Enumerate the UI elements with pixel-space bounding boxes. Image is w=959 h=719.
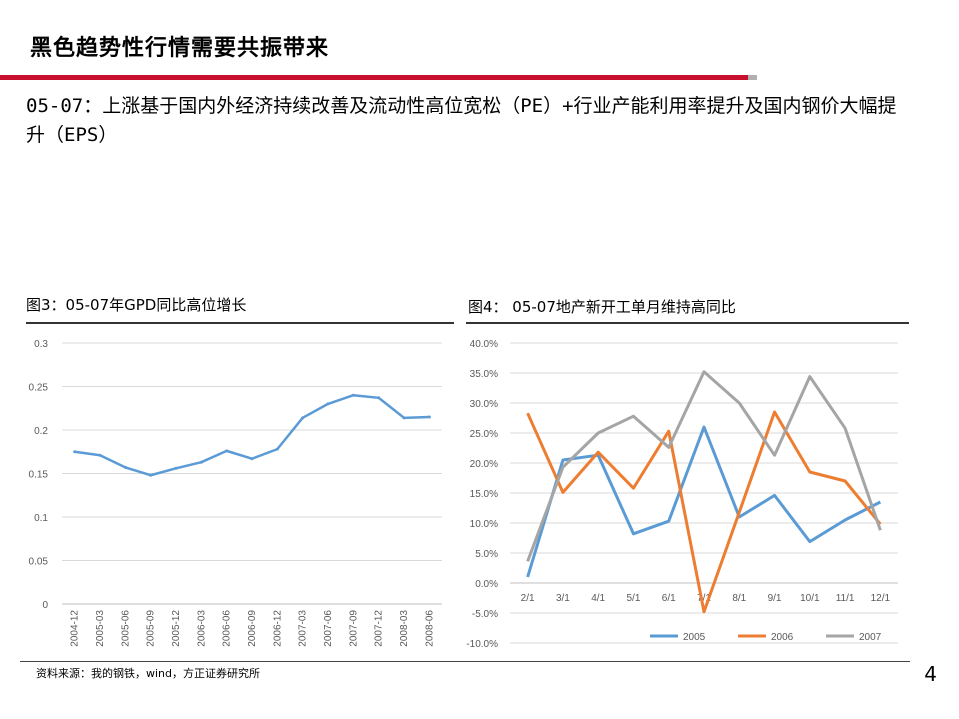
x-tick-label: 2007-06 bbox=[323, 610, 334, 647]
data-point bbox=[301, 416, 305, 420]
data-point bbox=[275, 447, 279, 451]
y-tick-label: -5.0% bbox=[472, 609, 498, 620]
x-tick-label: 6/1 bbox=[662, 593, 676, 604]
x-tick-label: 2007-09 bbox=[348, 610, 359, 647]
y-tick-label: 0.0% bbox=[475, 579, 498, 590]
legend-label-2006: 2006 bbox=[771, 632, 794, 643]
x-tick-label: 2005-03 bbox=[95, 610, 106, 647]
gdp-line-chart: 0 0.05 0.1 0.15 0.2 0.25 0.3 2004-12 2005-03 2005… bbox=[29, 339, 442, 647]
x-tick-label: 12/1 bbox=[871, 593, 891, 604]
slide-title: 黑色趋势性行情需要共振带来 bbox=[30, 36, 330, 61]
series-line-2006 bbox=[526, 410, 882, 614]
data-point bbox=[199, 460, 203, 464]
y-tick-label: -10.0% bbox=[466, 639, 498, 650]
x-tick-label: 10/1 bbox=[800, 593, 820, 604]
x-tick-label: 2006-09 bbox=[247, 610, 258, 647]
y-tick-label: 0.2 bbox=[34, 426, 48, 437]
data-point bbox=[149, 473, 153, 477]
source-rule bbox=[20, 661, 910, 662]
x-tick-label: 2008-03 bbox=[399, 610, 410, 647]
data-point bbox=[98, 453, 102, 457]
y-tick-label: 10.0% bbox=[470, 519, 498, 530]
data-point bbox=[351, 393, 355, 397]
slide-subtitle: 05-07：上涨基于国内外经济持续改善及流动性高位宽松（PE）+行业产能利用率提… bbox=[26, 95, 897, 146]
title-rule-red bbox=[0, 75, 748, 80]
data-point bbox=[326, 402, 330, 406]
y-tick-label: 0.15 bbox=[29, 470, 49, 481]
x-tick-label: 2004-12 bbox=[70, 610, 81, 647]
x-tick-label: 11/1 bbox=[836, 593, 855, 604]
x-tick-label: 2007-03 bbox=[298, 610, 309, 647]
series-line-2005 bbox=[526, 425, 882, 578]
y-tick-label: 35.0% bbox=[470, 369, 498, 380]
data-point bbox=[377, 396, 381, 400]
x-tick-label: 8/1 bbox=[732, 593, 746, 604]
y-tick-label: 20.0% bbox=[470, 459, 498, 470]
figure4-caption: 图4： 05-07地产新开工单月维持高同比 bbox=[468, 298, 736, 316]
figure3-caption: 图3：05-07年GPD同比高位增长 bbox=[26, 296, 247, 314]
x-tick-label: 2006-03 bbox=[196, 610, 207, 647]
legend-label-2005: 2005 bbox=[683, 632, 706, 643]
x-tick-label: 2005-06 bbox=[120, 610, 131, 647]
x-tick-label: 2008-06 bbox=[424, 610, 435, 647]
data-point bbox=[250, 457, 254, 461]
x-tick-label: 2006-06 bbox=[222, 610, 233, 647]
y-tick-label: 25.0% bbox=[470, 429, 498, 440]
y-tick-label: 0.25 bbox=[29, 383, 49, 394]
y-tick-label: 0.3 bbox=[34, 339, 48, 350]
x-tick-label: 2007-12 bbox=[374, 610, 385, 647]
series-line-2007 bbox=[526, 370, 882, 562]
y-tick-label: 0 bbox=[42, 600, 48, 611]
figure3-caption-rule bbox=[26, 322, 454, 324]
x-tick-label: 5/1 bbox=[627, 593, 641, 604]
figure4-caption-rule bbox=[466, 322, 909, 324]
x-tick-label: 3/1 bbox=[556, 593, 570, 604]
page-number: 4 bbox=[924, 662, 937, 686]
y-tick-label: 30.0% bbox=[470, 399, 498, 410]
x-tick-label: 9/1 bbox=[768, 593, 782, 604]
y-tick-label: 5.0% bbox=[475, 549, 498, 560]
y-tick-label: 40.0% bbox=[470, 339, 498, 350]
data-point bbox=[427, 415, 431, 419]
x-tick-label: 4/1 bbox=[591, 593, 605, 604]
series-line-gdp bbox=[74, 393, 430, 477]
data-point bbox=[174, 466, 178, 470]
x-tick-label: 2006-12 bbox=[272, 610, 283, 647]
new-starts-line-chart: -10.0% -5.0% 0.0% 5.0% 10.0% 15.0% 20.0% 25.0% 3… bbox=[466, 339, 898, 650]
x-tick-label: 2005-12 bbox=[171, 610, 182, 647]
source-note: 资料来源：我的钢铁，wind，方正证券研究所 bbox=[36, 667, 261, 680]
data-point bbox=[225, 449, 229, 453]
data-point bbox=[73, 450, 77, 454]
data-point bbox=[402, 416, 406, 420]
data-point bbox=[123, 465, 127, 469]
x-tick-label: 2/1 bbox=[521, 593, 535, 604]
x-tick-label: 2005-09 bbox=[146, 610, 157, 647]
title-rule-gray bbox=[748, 75, 757, 80]
y-tick-label: 0.05 bbox=[29, 557, 49, 568]
legend-label-2007: 2007 bbox=[859, 632, 882, 643]
y-tick-label: 0.1 bbox=[34, 513, 48, 524]
y-tick-label: 15.0% bbox=[470, 489, 498, 500]
x-tick-label: 7/1 bbox=[697, 593, 711, 604]
